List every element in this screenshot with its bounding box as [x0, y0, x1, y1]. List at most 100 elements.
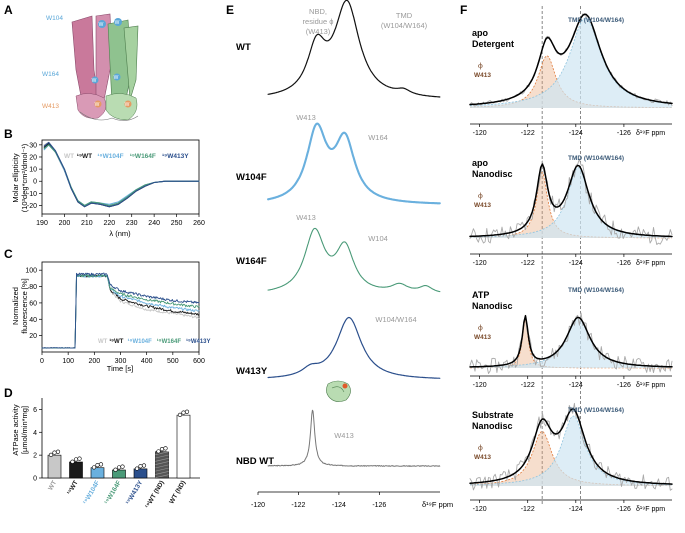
nmr-spectrum-line — [267, 227, 441, 293]
nbd-component-area — [470, 319, 672, 368]
w413-label: W413 — [474, 334, 491, 341]
x-tick-label: 200 — [59, 220, 71, 227]
replicate-point — [163, 446, 168, 451]
replicate-point — [55, 449, 61, 454]
panel-b-label: B — [4, 127, 13, 141]
tmd-component-area — [470, 18, 672, 108]
x-axis-label: δ¹⁹F ppm — [636, 506, 665, 513]
fit-spectrum — [469, 163, 673, 238]
tmd-component-area — [470, 317, 672, 368]
bar — [90, 467, 105, 479]
bar-hatch — [155, 451, 169, 456]
spectrum-name-w413y: W413Y — [236, 366, 268, 377]
x-axis-label: δ¹⁹F ppm — [636, 260, 665, 267]
label-w164: W164 — [42, 71, 59, 78]
x-tick-label: -122 — [521, 382, 535, 389]
panel-f: F -120 -122 -124 -126 δ¹⁹F ppmapoDetergentϕW… — [460, 3, 673, 513]
ann-w413-3: W413 — [334, 431, 354, 440]
ann-w413-2: W413 — [296, 213, 316, 222]
tmd-label: TMD (W104/W164) — [568, 155, 624, 162]
x-tick-label: -124 — [332, 502, 346, 509]
legend-entry: ¹⁹W164F — [157, 338, 182, 345]
x-tick-label: -126 — [372, 502, 386, 509]
x-tick-label: 230 — [126, 220, 138, 227]
panel-d-label: D — [4, 386, 13, 400]
subplots: -120 -122 -124 -126 δ¹⁹F ppmapoDetergentϕW41… — [469, 13, 673, 513]
xlabel: Time [s] — [107, 364, 133, 373]
bar-hatch — [155, 471, 169, 475]
nmr-spectrum-line — [267, 122, 441, 205]
x-tick-label: -120 — [473, 506, 487, 513]
replicate-point — [70, 459, 75, 464]
legend-entry: ¹⁹W104F — [97, 153, 123, 160]
y-tick-label: 0 — [33, 476, 37, 483]
replicate-point — [156, 449, 161, 454]
nmr-spectra — [267, 0, 441, 467]
bar — [133, 468, 148, 479]
tmd-label: TMD (W104/W164) — [568, 407, 624, 414]
y-tick-label: -20 — [27, 203, 37, 210]
bar-hatch — [155, 464, 169, 469]
legend-entry: ¹⁹WT — [109, 338, 124, 345]
bar-hatch — [155, 454, 169, 459]
y-tick-label: 20 — [29, 154, 37, 161]
y-ticks: 6 4 2 0 — [33, 407, 42, 483]
trp-marker-2: W — [115, 20, 120, 26]
x-ticks: -120 -122 -124 -126 — [251, 492, 386, 509]
y-tick-label: -10 — [27, 191, 37, 198]
x-tick-label: -122 — [521, 260, 535, 267]
replicate-point — [120, 464, 125, 469]
y-tick-label: 40 — [29, 317, 37, 324]
cd-series-line — [43, 141, 200, 208]
condition-line-1: Substrate — [472, 410, 514, 420]
panel-d: D ATPase activity [µmol/min*mg] 6 4 2 0 WT ¹… — [4, 386, 200, 510]
panel-f-label: F — [460, 3, 467, 17]
condition-line-1: apo — [472, 28, 489, 38]
legend-entry: ¹⁹W104F — [128, 338, 153, 345]
legend: WT ¹⁹WT ¹⁹W104F ¹⁹W164F ¹⁹W413Y — [64, 153, 189, 160]
tmd-component-area — [470, 167, 672, 238]
ylabel-1: Molar ellipticity — [11, 153, 20, 202]
protein-structure-image — [71, 13, 139, 121]
bar — [176, 414, 191, 479]
x-tick-label: 260 — [193, 220, 205, 227]
y-ticks: 30 20 10 0 -10 -20 — [27, 142, 42, 210]
x-tick-label: -122 — [521, 506, 535, 513]
condition-line-1: apo — [472, 158, 489, 168]
x-tick-label: -124 — [569, 260, 583, 267]
panel-a-label: A — [4, 3, 13, 17]
x-tick-label: -126 — [617, 382, 631, 389]
condition-line-1: ATP — [472, 290, 489, 300]
y-tick-label: 80 — [29, 284, 37, 291]
bar — [47, 454, 62, 479]
bar-label: WT (ND) — [168, 480, 187, 506]
ylabel-2: [µmol/min*mg] — [20, 406, 29, 454]
x-tick-label: 300 — [115, 358, 127, 365]
replicate-point — [116, 465, 122, 470]
subplot-4: -120 -122 -124 -126 δ¹⁹F ppm SubstrateNanodis… — [469, 402, 673, 513]
tmd-label: TMD (W104/W164) — [568, 287, 624, 294]
x-ticks: 0 100 200 300 400 500 600 — [40, 352, 205, 365]
replicate-point — [73, 457, 79, 462]
bar-hatch — [155, 474, 169, 479]
replicate-point — [48, 452, 54, 457]
x-tick-label: -124 — [569, 506, 583, 513]
x-tick-label: 0 — [40, 358, 44, 365]
spectrum-name-nbd-wt: NBD WT — [236, 456, 274, 467]
panel-e-label: E — [226, 3, 234, 17]
phi-symbol: ϕ — [478, 444, 483, 452]
y-tick-label: 2 — [33, 453, 37, 460]
replicate-point — [113, 467, 118, 472]
legend-entry: ¹⁹W164F — [130, 153, 156, 160]
ylabel-1: Normalized — [11, 287, 20, 325]
x-tick-label: 240 — [148, 220, 160, 227]
ann-w413-1: W413 — [296, 113, 316, 122]
x-ticks: 190 200 210 220 230 240 250 260 — [36, 214, 205, 227]
x-tick-label: -120 — [473, 130, 487, 137]
panel-a: A W W W W W W W104 W164 W413 — [4, 3, 139, 121]
tmd-component-area — [470, 416, 672, 486]
panel-e: E WT W104F W164F W413Y NBD WT NBD, resid… — [226, 0, 453, 509]
